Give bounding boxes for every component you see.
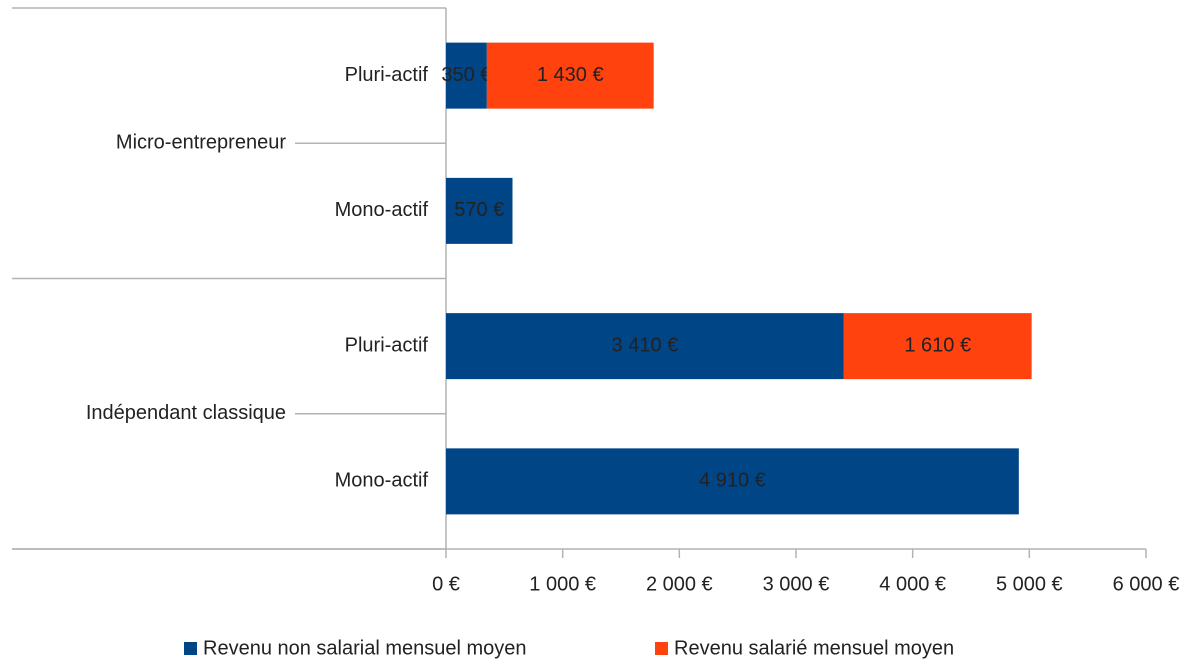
- x-tick-label: 2 000 €: [646, 573, 713, 595]
- x-tick-label: 6 000 €: [1113, 573, 1180, 595]
- bar-segment: [446, 177, 513, 244]
- bar-segment: [446, 448, 1019, 515]
- data-label: 570 €: [454, 199, 504, 221]
- bar-segment: [446, 313, 844, 380]
- y-tick-label: Pluri-actif: [345, 334, 429, 356]
- legend-label: Revenu salarié mensuel moyen: [674, 637, 954, 659]
- y-tick-label: Mono-actif: [335, 199, 429, 221]
- group-label: Micro-entrepreneur: [116, 132, 286, 154]
- bar-segment: [486, 42, 654, 109]
- x-tick-label: 5 000 €: [996, 573, 1063, 595]
- y-tick-label: Mono-actif: [335, 470, 429, 492]
- legend-swatch: [655, 642, 668, 655]
- data-label: 4 910 €: [699, 470, 766, 492]
- x-tick-label: 1 000 €: [529, 573, 596, 595]
- y-tick-label: Pluri-actif: [345, 64, 429, 86]
- x-tick-label: 4 000 €: [879, 573, 946, 595]
- x-tick-label: 3 000 €: [763, 573, 830, 595]
- data-label: 1 610 €: [904, 334, 971, 356]
- x-tick-label: 0 €: [432, 573, 460, 595]
- bar-segment: [446, 42, 487, 109]
- data-label: 3 410 €: [612, 334, 679, 356]
- legend-swatch: [184, 642, 197, 655]
- legend-label: Revenu non salarial mensuel moyen: [203, 637, 527, 659]
- data-label: 350 €: [441, 64, 491, 86]
- group-label: Indépendant classique: [86, 402, 286, 424]
- data-label: 1 430 €: [537, 64, 604, 86]
- bar-segment: [843, 313, 1032, 380]
